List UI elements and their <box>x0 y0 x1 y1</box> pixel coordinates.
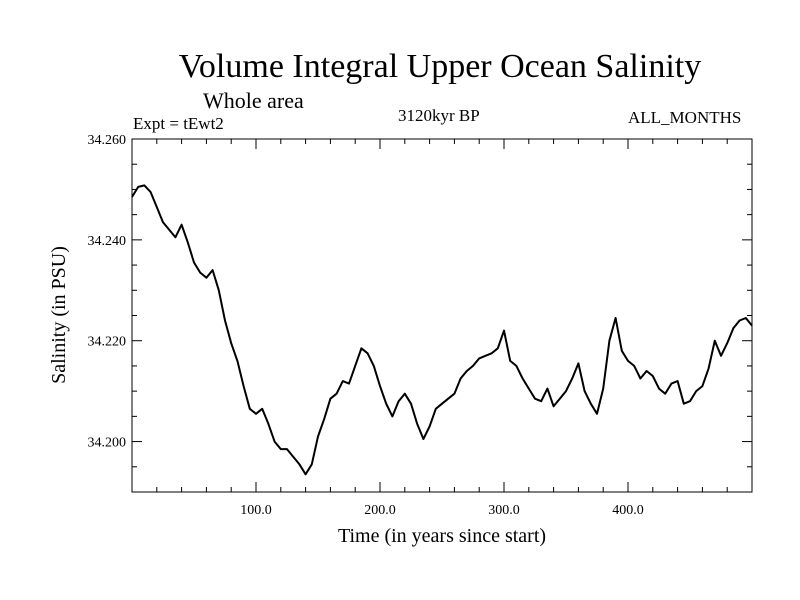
axis-tick-labels: 100.0 200.0 300.0 400.0 34.200 34.220 34.240 34… <box>88 133 644 518</box>
plot-frame <box>131 138 753 493</box>
axis-ticks <box>132 138 752 492</box>
x-tick-label: 100.0 <box>240 503 272 518</box>
x-tick-label: 400.0 <box>612 503 644 518</box>
x-tick-label: 200.0 <box>364 503 396 518</box>
x-axis-title: Time (in years since start) <box>338 525 546 547</box>
period-label: 3120kyr BP <box>398 106 480 125</box>
x-tick-label: 300.0 <box>488 503 520 518</box>
y-tick-label: 34.200 <box>88 436 127 451</box>
experiment-label: Expt = tEwt2 <box>133 114 224 133</box>
y-tick-label: 34.260 <box>88 133 127 148</box>
y-tick-label: 34.240 <box>88 234 127 249</box>
y-tick-label: 34.220 <box>88 335 127 350</box>
chart-subtitle: Whole area <box>203 88 304 113</box>
months-label: ALL_MONTHS <box>628 108 742 127</box>
chart-title: Volume Integral Upper Ocean Salinity <box>178 48 702 85</box>
y-axis-title: Salinity (in PSU) <box>48 246 70 384</box>
salinity-series-line <box>131 184 753 476</box>
